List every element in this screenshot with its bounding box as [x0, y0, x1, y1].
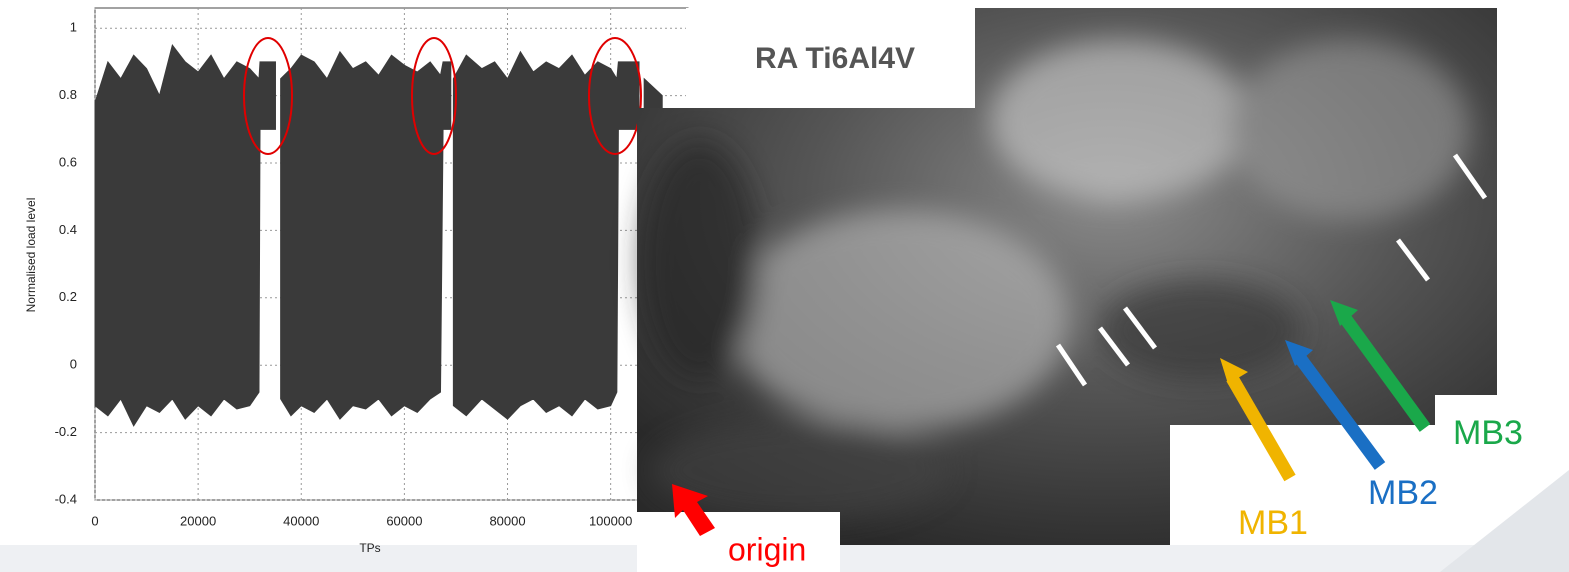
white-arrows — [1055, 153, 1488, 387]
micrograph: RA Ti6Al4V origin MB1 MB2 MB3 — [637, 8, 1523, 572]
mb1-arrow — [1226, 374, 1296, 482]
y-tick-label: 0.4 — [59, 222, 77, 237]
x-tick-label: 100000 — [589, 513, 632, 528]
origin-box — [637, 512, 840, 572]
load-band — [94, 43, 663, 427]
y-tick-label: 0.6 — [59, 154, 77, 169]
origin-label: origin — [728, 531, 806, 567]
mb3-head — [1330, 300, 1358, 326]
mb2-label: MB2 — [1368, 474, 1438, 512]
mb2-arrow — [1294, 354, 1386, 470]
footer-shape — [1440, 470, 1569, 572]
mb1-head — [1220, 358, 1248, 384]
mb3-arrow — [1339, 314, 1431, 432]
overload-highlight — [411, 37, 457, 155]
y-tick-label: 0.2 — [59, 289, 77, 304]
x-tick-label: 80000 — [489, 513, 525, 528]
overload-highlight — [588, 37, 642, 155]
y-tick-label: -0.2 — [55, 424, 77, 439]
x-axis-label: TPs — [359, 541, 380, 555]
origin-arrow — [672, 484, 715, 536]
image-title: RA Ti6Al4V — [755, 42, 915, 75]
y-tick-label: -0.4 — [55, 491, 77, 506]
x-tick-label: 60000 — [386, 513, 422, 528]
y-axis-label: Normalised load level — [24, 198, 38, 313]
chart: Normalised load level TPs -0.4 -0.2 0 0.2 0.… — [24, 7, 689, 555]
mb2-head — [1285, 340, 1313, 366]
y-tick-label: 0 — [70, 357, 77, 372]
mb1-label: MB1 — [1238, 504, 1308, 542]
title-box — [686, 8, 975, 108]
y-tick-label: 0.8 — [59, 87, 77, 102]
overload-highlight — [243, 37, 293, 155]
y-tick-label: 1 — [70, 20, 77, 35]
photo-texture — [640, 40, 1470, 520]
x-tick-label: 0 — [91, 513, 98, 528]
x-tick-label: 40000 — [283, 513, 319, 528]
mb3-label: MB3 — [1453, 414, 1523, 452]
x-tick-label: 20000 — [180, 513, 216, 528]
